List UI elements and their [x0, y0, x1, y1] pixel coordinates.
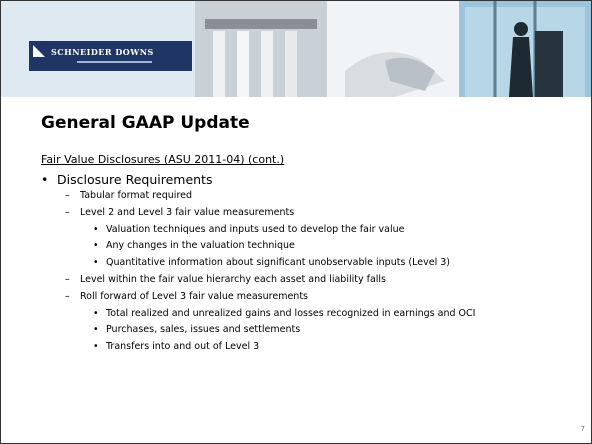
slide-title: General GAAP Update — [41, 113, 250, 133]
bullet-text: Purchases, sales, issues and settlements — [93, 322, 475, 339]
logo-rule — [77, 61, 152, 63]
bullet-text: Transfers into and out of Level 3 — [93, 339, 475, 356]
sub-list: Valuation techniques and inputs used to … — [93, 222, 475, 272]
bullet-text: Total realized and unrealized gains and … — [93, 306, 475, 323]
bullet-text: Quantitative information about significa… — [93, 255, 475, 272]
bullet-item: Purchases, sales, issues and settlements — [93, 322, 475, 339]
bullet-item: Tabular format required — [65, 188, 475, 205]
sub-list: Total realized and unrealized gains and … — [93, 306, 475, 356]
sub-list: Tabular format requiredLevel 2 and Level… — [65, 188, 475, 356]
bullet-text: Tabular format required — [65, 188, 475, 205]
bullet-text: Level within the fair value hierarchy ea… — [65, 272, 475, 289]
bullet-text: Level 2 and Level 3 fair value measureme… — [65, 205, 475, 222]
bullet-item: Transfers into and out of Level 3 — [93, 339, 475, 356]
header-photos — [195, 1, 591, 97]
bullet-text: Any changes in the valuation technique — [93, 238, 475, 255]
bullet-item: Quantitative information about significa… — [93, 255, 475, 272]
bullet-item: Total realized and unrealized gains and … — [93, 306, 475, 323]
bullet-item: Level 2 and Level 3 fair value measureme… — [65, 205, 475, 272]
bullet-item: Valuation techniques and inputs used to … — [93, 222, 475, 239]
bullet-item: Any changes in the valuation technique — [93, 238, 475, 255]
bullet-item: Disclosure RequirementsTabular format re… — [41, 171, 475, 356]
slide: SCHNEIDER DOWNS General GAAP Update Fair… — [0, 0, 592, 444]
header-banner: SCHNEIDER DOWNS — [1, 1, 591, 97]
bullet-text: Disclosure Requirements — [41, 171, 475, 188]
logo-mark — [33, 45, 45, 57]
page-number: 7 — [581, 425, 585, 433]
bullet-item: Level within the fair value hierarchy ea… — [65, 272, 475, 289]
logo: SCHNEIDER DOWNS — [29, 41, 192, 71]
logo-text: SCHNEIDER DOWNS — [51, 47, 154, 57]
bullet-text: Valuation techniques and inputs used to … — [93, 222, 475, 239]
bullet-item: Roll forward of Level 3 fair value measu… — [65, 289, 475, 356]
bullet-list: Disclosure RequirementsTabular format re… — [41, 171, 475, 356]
bullet-text: Roll forward of Level 3 fair value measu… — [65, 289, 475, 306]
slide-subtitle: Fair Value Disclosures (ASU 2011-04) (co… — [41, 153, 284, 166]
